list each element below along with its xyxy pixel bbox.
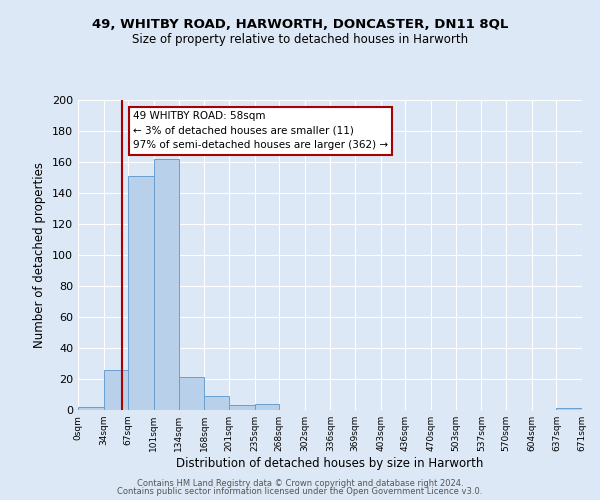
- Bar: [128, 176, 154, 410]
- Bar: [204, 396, 229, 410]
- Y-axis label: Number of detached properties: Number of detached properties: [34, 162, 46, 348]
- Text: 49, WHITBY ROAD, HARWORTH, DONCASTER, DN11 8QL: 49, WHITBY ROAD, HARWORTH, DONCASTER, DN…: [92, 18, 508, 30]
- Text: 49 WHITBY ROAD: 58sqm
← 3% of detached houses are smaller (11)
97% of semi-detac: 49 WHITBY ROAD: 58sqm ← 3% of detached h…: [133, 111, 388, 150]
- Bar: [254, 404, 279, 410]
- Text: Size of property relative to detached houses in Harworth: Size of property relative to detached ho…: [132, 32, 468, 46]
- Bar: [104, 370, 128, 410]
- Text: Contains HM Land Registry data © Crown copyright and database right 2024.: Contains HM Land Registry data © Crown c…: [137, 478, 463, 488]
- Bar: [78, 407, 104, 410]
- Bar: [229, 406, 254, 410]
- Bar: [179, 378, 204, 410]
- X-axis label: Distribution of detached houses by size in Harworth: Distribution of detached houses by size …: [176, 457, 484, 470]
- Bar: [154, 159, 179, 410]
- Bar: [556, 408, 582, 410]
- Text: Contains public sector information licensed under the Open Government Licence v3: Contains public sector information licen…: [118, 487, 482, 496]
